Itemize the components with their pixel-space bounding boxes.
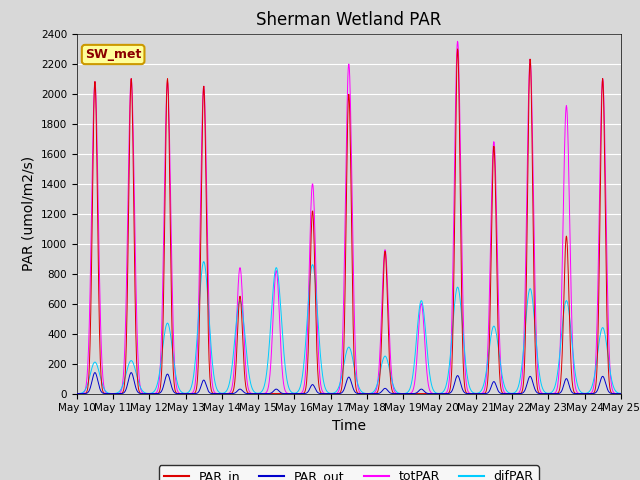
Y-axis label: PAR (umol/m2/s): PAR (umol/m2/s): [21, 156, 35, 271]
Text: SW_met: SW_met: [85, 48, 141, 61]
Title: Sherman Wetland PAR: Sherman Wetland PAR: [256, 11, 442, 29]
Legend: PAR_in, PAR_out, totPAR, difPAR: PAR_in, PAR_out, totPAR, difPAR: [159, 465, 539, 480]
X-axis label: Time: Time: [332, 419, 366, 433]
